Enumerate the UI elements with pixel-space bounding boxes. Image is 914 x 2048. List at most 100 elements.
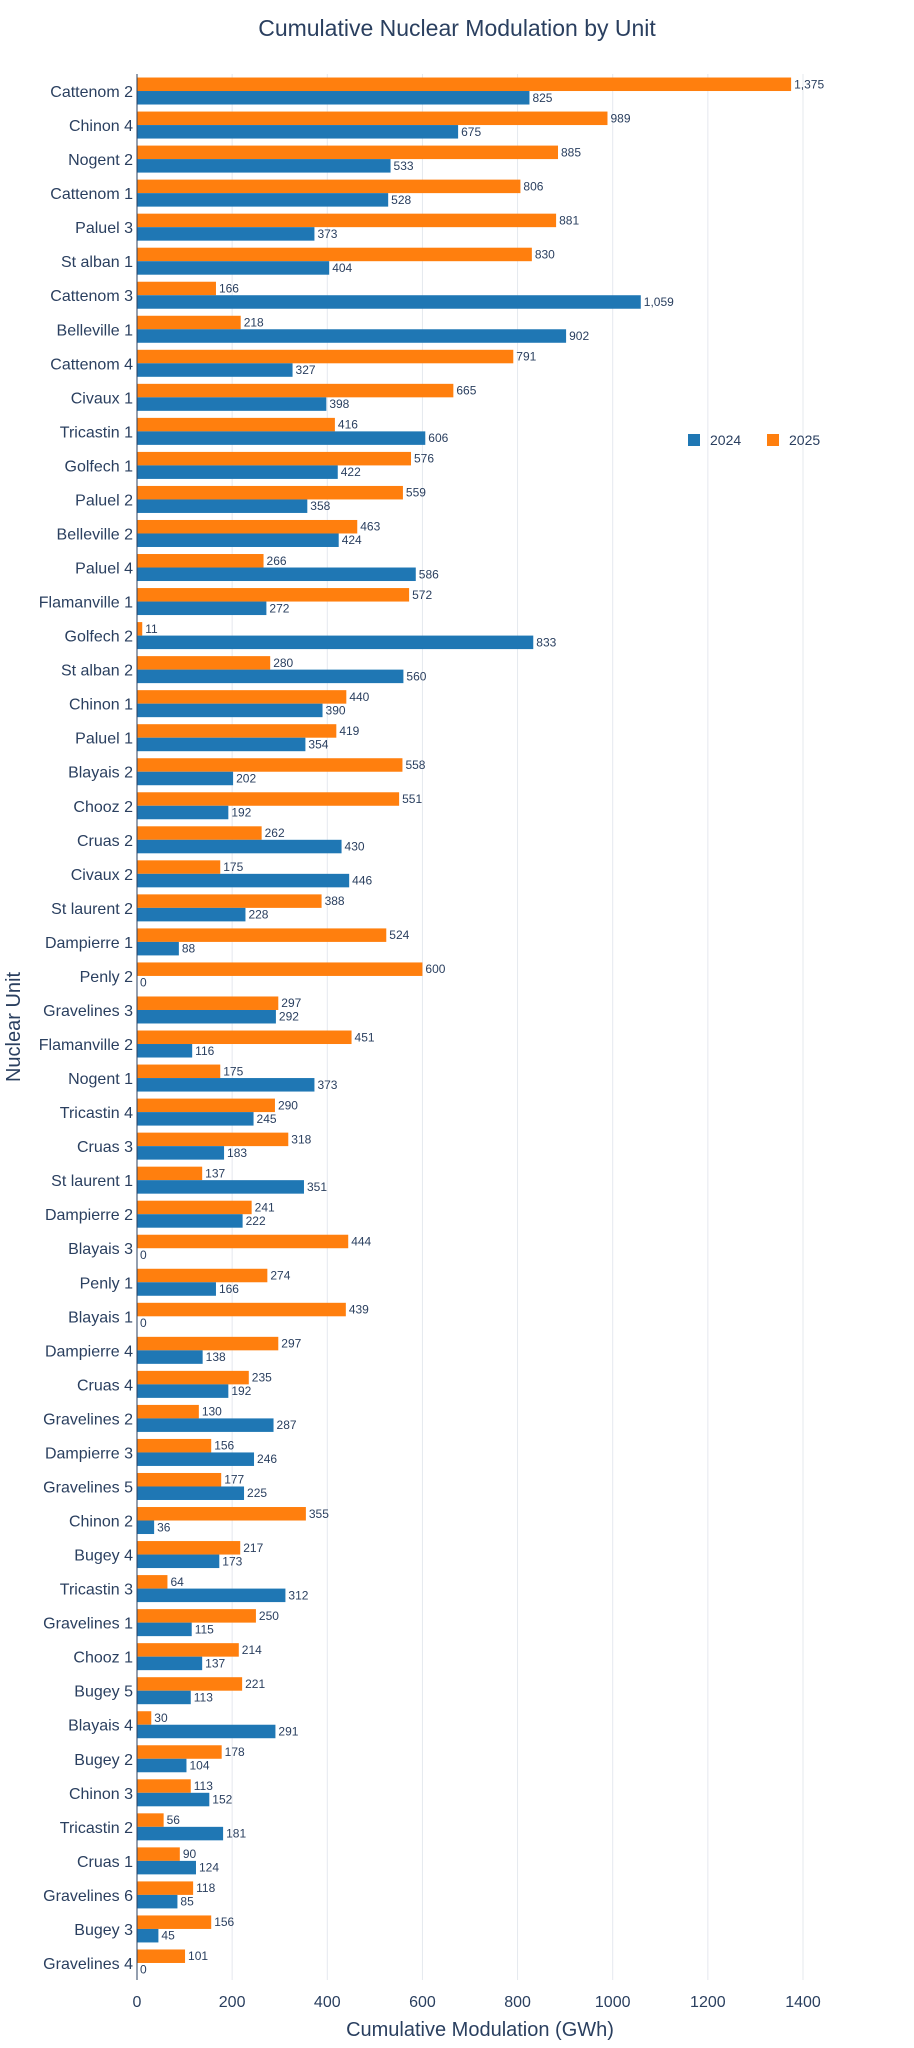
bar-2024[interactable] [137,567,416,582]
bar-2025[interactable] [137,1711,152,1725]
bar-2024[interactable] [137,1044,193,1058]
bar-2024[interactable] [137,1009,276,1024]
bar-2025[interactable] [137,179,521,194]
bar-2025[interactable] [137,1438,212,1453]
bar-2024[interactable] [137,1112,254,1126]
bar-2024[interactable] [137,1622,192,1637]
bar-2025[interactable] [137,111,608,126]
bar-2025[interactable] [137,1200,252,1215]
bar-2025[interactable] [137,1166,203,1181]
legend-swatch-2024[interactable] [688,434,700,446]
bar-2025[interactable] [137,1098,275,1113]
bar-2025[interactable] [137,145,559,160]
bar-2025[interactable] [137,792,400,806]
bar-2024[interactable] [137,1418,274,1432]
bar-2024[interactable] [137,1724,276,1739]
bar-2025[interactable] [137,1064,221,1079]
bar-2025[interactable] [137,77,792,92]
bar-2025[interactable] [137,656,271,670]
bar-2025[interactable] [137,519,358,534]
bar-2025[interactable] [137,826,262,840]
bar-2024[interactable] [137,295,641,309]
bar-2025[interactable] [137,1847,180,1861]
bar-2025[interactable] [137,315,241,330]
bar-2025[interactable] [137,1336,279,1351]
bar-2024[interactable] [137,397,327,411]
bar-2025[interactable] [137,554,264,568]
bar-2024[interactable] [137,601,267,616]
bar-2024[interactable] [137,261,330,275]
legend-label-2024[interactable]: 2024 [710,432,741,448]
bar-2024[interactable] [137,1486,245,1500]
bar-2025[interactable] [137,1677,243,1691]
bar-2025[interactable] [137,1472,222,1487]
bar-2024[interactable] [137,703,323,718]
bar-2025[interactable] [137,1779,191,1793]
bar-2025[interactable] [137,758,403,772]
bar-2025[interactable] [137,622,143,636]
bar-2025[interactable] [137,247,532,262]
bar-2025[interactable] [137,1132,289,1147]
bar-2025[interactable] [137,1813,164,1827]
bar-2025[interactable] [137,1404,199,1419]
bar-2024[interactable] [137,1146,225,1160]
bar-2025[interactable] [137,1541,241,1555]
bar-2024[interactable] [137,1078,315,1092]
bar-2024[interactable] [137,363,293,377]
bar-2025[interactable] [137,451,412,466]
bar-2024[interactable] [137,737,306,752]
bar-2024[interactable] [137,941,179,956]
bar-2024[interactable] [137,873,350,888]
bar-2025[interactable] [137,1949,186,1963]
bar-2025[interactable] [137,860,221,874]
bar-2025[interactable] [137,1234,349,1249]
bar-2025[interactable] [137,281,216,296]
bar-2024[interactable] [137,1384,229,1398]
bar-2024[interactable] [137,1894,178,1909]
bar-2025[interactable] [137,1302,346,1317]
bar-2024[interactable] [137,1588,286,1603]
bar-2024[interactable] [137,499,308,513]
bar-2025[interactable] [137,996,279,1010]
bar-2024[interactable] [137,1452,255,1466]
bar-2024[interactable] [137,125,459,139]
bar-2024[interactable] [137,193,389,207]
bar-2024[interactable] [137,771,234,786]
bar-2024[interactable] [137,1690,191,1705]
bar-2024[interactable] [137,159,391,173]
bar-2024[interactable] [137,1826,224,1841]
bar-2024[interactable] [137,91,530,105]
bar-2025[interactable] [137,1268,268,1283]
bar-2025[interactable] [137,1609,256,1623]
bar-2024[interactable] [137,1520,155,1535]
bar-2024[interactable] [137,431,426,445]
bar-2025[interactable] [137,1030,352,1045]
bar-2024[interactable] [137,1860,196,1875]
bar-2025[interactable] [137,724,337,738]
legend-label-2025[interactable]: 2025 [789,432,820,448]
bar-2025[interactable] [137,485,403,500]
bar-2024[interactable] [137,465,338,479]
legend-swatch-2025[interactable] [767,434,779,446]
bar-2024[interactable] [137,1554,220,1569]
bar-2024[interactable] [137,227,315,241]
bar-2025[interactable] [137,894,322,908]
bar-2025[interactable] [137,962,423,976]
bar-2025[interactable] [137,213,557,228]
bar-2024[interactable] [137,1758,187,1773]
bar-2024[interactable] [137,329,567,343]
bar-2024[interactable] [137,1792,210,1807]
bar-2025[interactable] [137,1370,249,1385]
bar-2025[interactable] [137,928,387,942]
bar-2025[interactable] [137,417,335,432]
bar-2025[interactable] [137,1915,212,1929]
bar-2025[interactable] [137,1643,239,1657]
bar-2024[interactable] [137,1282,216,1296]
bar-2025[interactable] [137,1745,222,1759]
bar-2025[interactable] [137,690,347,704]
bar-2024[interactable] [137,1180,304,1194]
bar-2025[interactable] [137,1507,306,1521]
bar-2024[interactable] [137,635,534,650]
bar-2024[interactable] [137,839,342,854]
bar-2024[interactable] [137,907,246,922]
